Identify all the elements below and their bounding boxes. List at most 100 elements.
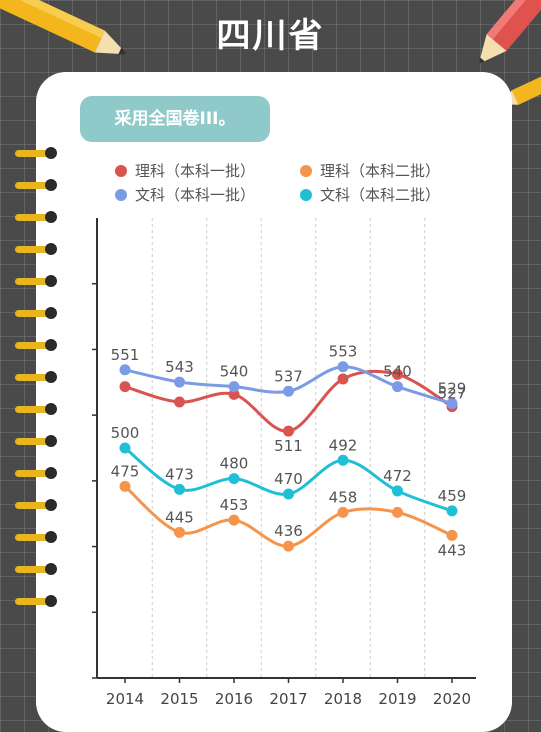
binder-hole <box>45 403 57 415</box>
legend-item-2: 理科（本科二批） <box>300 160 440 181</box>
pencil-left-icon <box>0 0 128 55</box>
binder-ring <box>15 246 55 253</box>
binder-ring <box>15 438 55 445</box>
data-label: 475 <box>111 462 140 480</box>
data-point <box>119 381 131 393</box>
binder-hole <box>45 307 57 319</box>
data-label: 529 <box>438 380 467 398</box>
legend-marker-2 <box>300 164 312 177</box>
binder-hole <box>45 179 57 191</box>
binder-ring <box>15 150 55 157</box>
data-point <box>228 388 240 400</box>
data-label: 500 <box>111 424 140 442</box>
binder-hole <box>45 339 57 351</box>
data-point <box>446 529 458 541</box>
data-label: 540 <box>220 363 249 381</box>
binder-ring <box>15 470 55 477</box>
data-point <box>174 483 185 495</box>
data-label: 527 <box>438 385 467 403</box>
data-point <box>337 454 349 466</box>
data-label: 473 <box>165 465 194 483</box>
data-point <box>392 368 403 380</box>
data-label: 540 <box>383 363 412 381</box>
x-tick-label: 2020 <box>433 690 471 708</box>
data-point <box>392 485 403 497</box>
legend-label-3: 文科（本科一批） <box>135 186 256 204</box>
binder-ring <box>15 566 55 573</box>
data-label: 436 <box>274 522 303 540</box>
data-point <box>174 526 185 538</box>
data-point <box>119 442 131 454</box>
data-point <box>337 373 349 385</box>
data-label: 537 <box>274 367 303 385</box>
binder-hole <box>45 435 57 447</box>
data-point <box>228 473 240 485</box>
legend-marker-3 <box>115 188 127 201</box>
legend-label-1: 理科（本科一批） <box>135 162 256 180</box>
binder-ring <box>15 534 55 541</box>
data-label: 445 <box>165 508 194 526</box>
binder-ring <box>15 278 55 285</box>
data-point <box>283 385 294 397</box>
legend-item-1: 理科（本科一批） <box>115 160 255 181</box>
binder-hole <box>45 275 57 287</box>
data-label: 543 <box>165 358 194 376</box>
data-label: 453 <box>220 496 249 514</box>
data-label: 470 <box>274 470 303 488</box>
data-point <box>392 381 403 393</box>
binder-ring <box>15 342 55 349</box>
legend-item-3: 文科（本科一批） <box>115 184 255 205</box>
binder-hole <box>45 595 57 607</box>
data-label: 553 <box>329 343 358 361</box>
x-tick-label: 2016 <box>215 690 253 708</box>
pencil-right-icon <box>478 0 541 65</box>
data-point <box>119 364 131 376</box>
data-label: 480 <box>220 455 249 473</box>
data-point <box>228 514 240 526</box>
x-tick-label: 2015 <box>160 690 198 708</box>
data-point <box>283 488 294 500</box>
legend-label-2: 理科（本科二批） <box>320 162 441 180</box>
data-label: 511 <box>274 437 303 455</box>
data-point <box>337 361 349 373</box>
banner-note: 采用全国卷III。 <box>80 96 270 142</box>
data-label: 472 <box>383 467 412 485</box>
binder-hole <box>45 243 57 255</box>
x-tick-label: 2019 <box>378 690 416 708</box>
x-tick-label: 2018 <box>324 690 362 708</box>
binder-hole <box>45 531 57 543</box>
binder-hole <box>45 563 57 575</box>
binder-hole <box>45 499 57 511</box>
data-label: 551 <box>111 346 140 364</box>
binder-hole <box>45 467 57 479</box>
data-point <box>337 506 349 518</box>
data-point <box>446 505 458 517</box>
data-label: 458 <box>329 488 358 506</box>
binder-ring <box>15 598 55 605</box>
x-tick-label: 2014 <box>106 690 144 708</box>
data-label: 492 <box>329 436 358 454</box>
binder-ring <box>15 406 55 413</box>
binder-hole <box>45 211 57 223</box>
binder-ring <box>15 310 55 317</box>
data-point <box>446 398 458 410</box>
data-point <box>174 396 185 408</box>
page-title: 四川省 <box>216 16 325 56</box>
legend-marker-4 <box>300 188 312 201</box>
chart-card <box>36 72 512 732</box>
binder-ring <box>15 502 55 509</box>
legend-label-4: 文科（本科二批） <box>320 186 441 204</box>
data-label: 443 <box>438 541 467 559</box>
legend-item-4: 文科（本科二批） <box>300 184 440 205</box>
x-tick-label: 2017 <box>269 690 307 708</box>
legend-marker-1 <box>115 164 127 177</box>
binder-hole <box>45 147 57 159</box>
binder-ring <box>15 374 55 381</box>
data-label: 459 <box>438 487 467 505</box>
data-point <box>392 506 403 518</box>
data-point <box>283 425 294 437</box>
data-point <box>174 376 185 388</box>
binder-hole <box>45 371 57 383</box>
data-point <box>119 480 131 492</box>
